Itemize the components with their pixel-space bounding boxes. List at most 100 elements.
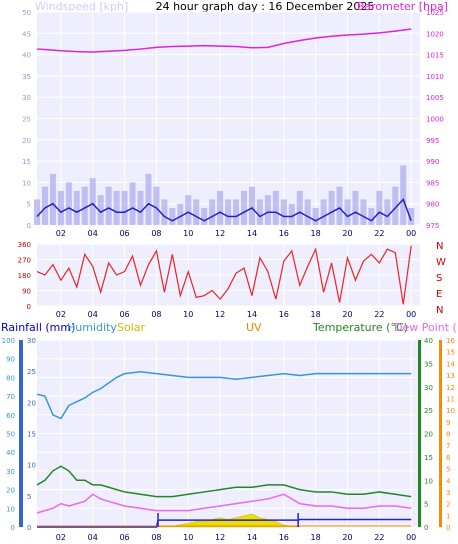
p3-x-tick: 12: [215, 533, 225, 542]
wind-gust-bar: [272, 190, 279, 225]
humidity-tick: 100: [2, 337, 15, 345]
uv-label: UV: [246, 321, 262, 334]
p1-left-tick: 45: [22, 30, 31, 38]
p1-right-tick: 980: [426, 201, 439, 209]
barometer-line: [36, 28, 412, 53]
solar-label: Solar: [117, 321, 146, 334]
p1-left-tick: 35: [22, 73, 31, 81]
rain-tick: 10: [27, 462, 36, 470]
p1-right-tick: 1005: [426, 94, 444, 102]
p3-x-tick: 20: [342, 533, 352, 542]
uv-tick: 3: [446, 489, 450, 497]
p1-x-tick: 04: [88, 229, 98, 238]
p2-left-tick: 270: [18, 257, 31, 265]
temperature-tick: 0: [424, 524, 428, 532]
uv-tick: 8: [446, 431, 450, 439]
p1-left-tick: 30: [22, 94, 31, 102]
wind-gust-bar: [209, 199, 216, 225]
p1-x-tick: 14: [247, 229, 257, 238]
graph-title: 24 hour graph day : 16 December 2025: [156, 0, 375, 13]
uv-tick: 15: [446, 349, 455, 357]
temperature-tick: 35: [424, 360, 433, 368]
uv-tick: 13: [446, 372, 455, 380]
temperature-tick: 20: [424, 431, 433, 439]
uv-tick: 1: [446, 512, 450, 520]
wind-gust-bar: [233, 199, 240, 225]
p2-x-tick: 20: [342, 310, 352, 319]
wind-gust-bar: [336, 186, 343, 225]
rain-tick: 5: [27, 493, 31, 501]
wind-gust-bar: [264, 195, 271, 225]
wind-gust-bar: [113, 190, 120, 225]
p1-right-tick: 1015: [426, 52, 444, 60]
uv-tick: 4: [446, 477, 451, 485]
wind-gust-bar: [169, 207, 176, 225]
p2-left-tick: 360: [18, 241, 31, 249]
dew-point-line: [36, 493, 412, 514]
uv-tick: 12: [446, 384, 455, 392]
compass-label: N: [436, 241, 443, 252]
p1-x-tick: 02: [56, 229, 66, 238]
compass-label: W: [436, 257, 446, 268]
wind-gust-bar: [137, 190, 144, 225]
p1-left-tick: 25: [22, 116, 31, 124]
temperature-tick: 30: [424, 384, 433, 392]
p1-x-tick: 20: [342, 229, 352, 238]
barometer-axis-label: Barometer [hpa]: [357, 0, 448, 13]
p3-x-tick: 00: [406, 533, 416, 542]
chart-marks: [34, 28, 415, 528]
temperature-axis-bar: [418, 340, 421, 527]
wind-gust-bar: [392, 186, 399, 225]
humidity-label: Humidity: [67, 321, 117, 334]
wind-gust-bar: [121, 190, 128, 225]
humidity-tick: 90: [6, 356, 15, 364]
p2-x-tick: 22: [374, 310, 384, 319]
wind-gust-bar: [280, 199, 287, 225]
p3-x-tick: 22: [374, 533, 384, 542]
wind-gust-bar: [304, 199, 311, 225]
wind-gust-bar: [384, 199, 391, 225]
dew-point-label: Dew Point (°C): [394, 321, 458, 334]
rain-tick: 20: [27, 399, 36, 407]
humidity-tick: 80: [6, 374, 15, 382]
windspeed-line: [36, 198, 412, 222]
p2-x-tick: 16: [279, 310, 289, 319]
rain-tick: 25: [27, 368, 36, 376]
p2-x-tick: 12: [215, 310, 225, 319]
wind-gust-bar: [73, 190, 80, 225]
p3-x-tick: 06: [119, 533, 129, 542]
compass-label: S: [436, 273, 442, 284]
wind-gust-bar: [49, 173, 56, 225]
p1-left-tick: 40: [22, 52, 31, 60]
temperature-label: Temperature (°C): [312, 321, 408, 334]
uv-tick: 2: [446, 501, 450, 509]
p1-x-tick: 00: [406, 229, 416, 238]
humidity-line: [36, 371, 412, 420]
p1-right-tick: 1025: [426, 9, 444, 17]
uv-tick: 9: [446, 419, 450, 427]
wind-direction-line: [36, 245, 412, 305]
p3-x-tick: 04: [88, 533, 98, 542]
p1-left-tick: 15: [22, 158, 31, 166]
p2-x-tick: 10: [183, 310, 193, 319]
p1-left-tick: 10: [22, 179, 31, 187]
wind-gust-bar: [360, 199, 367, 225]
p3-x-tick: 10: [183, 533, 193, 542]
p1-right-tick: 1000: [426, 116, 444, 124]
p2-x-tick: 18: [311, 310, 321, 319]
compass-label: E: [436, 289, 442, 300]
wind-gust-bar: [193, 199, 200, 225]
p2-x-tick: 04: [88, 310, 98, 319]
rain-tick: 15: [27, 431, 36, 439]
p2-x-tick: 00: [406, 310, 416, 319]
rain-axis-bar: [19, 340, 23, 527]
temperature-tick: 40: [424, 337, 433, 345]
humidity-tick: 30: [6, 468, 15, 476]
uv-tick: 6: [446, 454, 451, 462]
p2-left-tick: 90: [22, 288, 31, 296]
wind-gust-bar: [65, 182, 72, 225]
wind-gust-bar: [312, 207, 319, 225]
p1-x-tick: 12: [215, 229, 225, 238]
p3-x-tick: 08: [151, 533, 161, 542]
wind-gust-bar: [217, 190, 224, 225]
